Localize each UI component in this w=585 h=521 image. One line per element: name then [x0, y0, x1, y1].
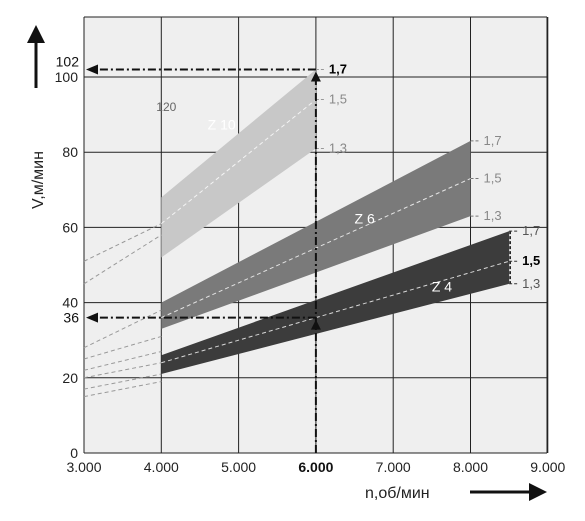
x-tick-label: 9.000	[530, 459, 565, 475]
extension-line	[83, 223, 162, 262]
y-tick-label: 20	[62, 370, 78, 386]
y-tick-label: 60	[62, 219, 78, 235]
y-tick-label: 80	[62, 144, 78, 160]
inner-line	[160, 99, 317, 225]
band-z10	[161, 69, 316, 258]
x-tick-label: 8.000	[453, 459, 488, 475]
extension-line	[83, 381, 162, 398]
band-label: Z 4	[432, 278, 452, 294]
band-label: Z 10	[208, 117, 236, 133]
y-tick-label: 100	[55, 69, 79, 85]
x-tick-label: 7.000	[376, 459, 411, 475]
x-axis-label: n,об/мин	[365, 485, 430, 502]
edge-label: 1,3	[484, 208, 502, 223]
edge-label: 1,5	[522, 253, 540, 268]
edge-label: 1,5	[484, 171, 502, 186]
edge-label: 1,7	[329, 61, 347, 76]
band-z6	[161, 140, 471, 329]
y-tick-label: 0	[70, 445, 78, 461]
band-z4	[161, 231, 510, 375]
reading-arrow-left	[86, 64, 98, 75]
reading-arrow-left	[86, 312, 98, 323]
reading-arrow-up-bottom	[310, 319, 321, 330]
x-tick-label: 3.000	[66, 459, 101, 475]
edge-label: 1,7	[522, 223, 540, 238]
y-axis-label: V,м/мин	[30, 151, 47, 209]
edge-label: 1,3	[329, 140, 347, 155]
x-tick-labels: 3.000 4.000 5.000 6.000 7.000 8.000 9.000	[66, 459, 565, 475]
bands: Z 10 Z 6 Z 4	[161, 69, 510, 375]
edge-label: 1,5	[329, 92, 347, 107]
extension-lines	[83, 223, 162, 398]
extension-line	[83, 309, 162, 349]
reading-value-label: 102	[56, 53, 80, 69]
reading-value-label: 36	[63, 310, 79, 326]
x-tick-label: 5.000	[221, 459, 256, 475]
x-tick-label: 4.000	[144, 459, 179, 475]
extension-line	[83, 362, 162, 379]
y-tick-labels: 0 20 40 60 80 100	[55, 69, 79, 461]
edge-labels: 1,7 1,5 1,3 1,7 1,5 1,3 1,7 1,5 1,3	[315, 61, 540, 291]
reference-lines	[86, 64, 321, 453]
y-tick-label: 40	[62, 295, 78, 311]
x-tick-label: 6.000	[298, 459, 333, 475]
reading-arrow-up-top	[310, 71, 321, 82]
annotations: 102 36 120	[56, 53, 177, 325]
band-label: Z 6	[355, 211, 375, 227]
extension-line	[83, 350, 162, 371]
edge-label: 1,7	[484, 133, 502, 148]
edge-label: 1,3	[522, 276, 540, 291]
inner-line	[161, 260, 510, 364]
annotation-label: 120	[156, 100, 176, 114]
extension-line	[83, 234, 162, 285]
extension-line	[83, 373, 162, 390]
